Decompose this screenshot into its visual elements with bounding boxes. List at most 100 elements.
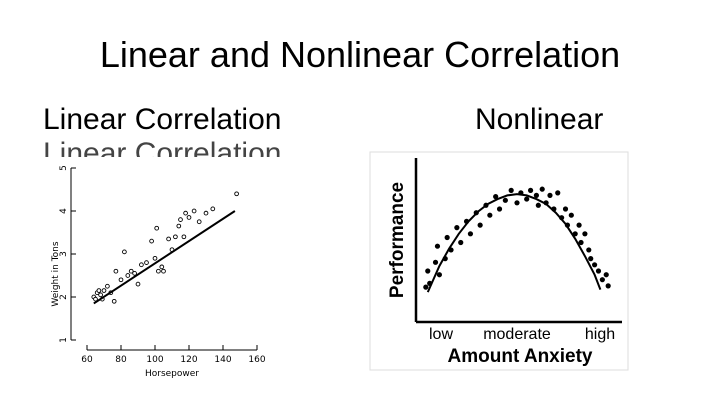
nonlinear-data-point — [535, 202, 541, 208]
linear-data-point — [139, 262, 144, 268]
nonlinear-data-point — [458, 239, 464, 246]
linear-x-axis-label: Horsepower — [145, 369, 199, 379]
linear-data-point — [113, 268, 119, 274]
nonlinear-data-point — [592, 262, 598, 268]
nonlinear-data-point — [603, 272, 609, 278]
nonlinear-x-tick-label: high — [585, 326, 615, 343]
linear-x-tick-label: 60 — [81, 355, 93, 365]
nonlinear-data-point — [527, 187, 534, 193]
nonlinear-data-point — [477, 222, 483, 228]
linear-y-axis-label: Weight in Tons — [51, 241, 61, 306]
linear-data-point — [173, 234, 178, 240]
linear-data-point — [196, 219, 202, 225]
nonlinear-fit-curve — [426, 193, 602, 293]
nonlinear-data-point — [582, 231, 588, 237]
linear-y-tick-label: 2 — [59, 294, 69, 300]
nonlinear-x-tick-label: moderate — [483, 326, 551, 343]
nonlinear-data-point — [444, 234, 450, 241]
linear-data-point — [203, 210, 209, 216]
nonlinear-data-point — [496, 206, 503, 212]
linear-data-point — [132, 271, 137, 276]
linear-data-point — [191, 208, 197, 214]
linear-x-tick-label: 120 — [180, 355, 197, 365]
nonlinear-data-point — [578, 239, 584, 246]
nonlinear-data-point — [467, 231, 474, 237]
linear-data-point — [156, 268, 161, 274]
linear-y-tick-label: 4 — [59, 208, 69, 214]
linear-data-point — [105, 283, 110, 289]
linear-data-point — [176, 223, 182, 229]
nonlinear-data-point — [423, 284, 429, 290]
linear-data-point — [152, 255, 158, 261]
nonlinear-data-point — [493, 194, 499, 200]
linear-data-point — [186, 215, 192, 220]
linear-x-tick-label: 160 — [248, 355, 265, 365]
nonlinear-data-point — [425, 268, 431, 274]
linear-x-tick-label: 80 — [115, 355, 127, 365]
linear-data-point — [135, 281, 141, 287]
linear-data-point — [154, 225, 160, 231]
nonlinear-tick-labels: low moderate high — [429, 326, 615, 343]
left-heading: Linear Correlation — [43, 103, 282, 136]
linear-data-point — [149, 238, 154, 244]
linear-data-point — [101, 288, 107, 293]
linear-data-point — [144, 260, 149, 265]
nonlinear-data-point — [434, 243, 441, 249]
nonlinear-curve — [426, 193, 602, 293]
nonlinear-data-point — [605, 283, 611, 289]
nonlinear-data-point — [432, 259, 439, 265]
linear-x-tick-label: 100 — [146, 355, 163, 365]
nonlinear-data-point — [539, 186, 545, 192]
linear-y-tick-label: 5 — [59, 165, 69, 171]
left-heading-overflow: Linear Correlation — [43, 137, 282, 157]
nonlinear-data-point — [562, 206, 569, 212]
nonlinear-data-point — [502, 197, 508, 203]
linear-data-point — [93, 296, 98, 302]
linear-data-point — [181, 234, 187, 240]
nonlinear-data-point — [599, 277, 605, 283]
nonlinear-data-point — [547, 192, 553, 198]
nonlinear-data-point — [533, 192, 540, 198]
nonlinear-data-point — [568, 212, 574, 218]
linear-data-point — [125, 273, 131, 278]
linear-data-point — [183, 210, 188, 216]
linear-data-point — [118, 277, 124, 283]
slide-title: Linear and Nonlinear Correlation — [99, 34, 621, 75]
linear-y-tick-label: 1 — [59, 337, 69, 343]
nonlinear-data-point — [555, 190, 561, 196]
linear-data-point — [98, 292, 103, 298]
linear-data-point — [128, 268, 134, 274]
nonlinear-data-point — [588, 256, 594, 262]
linear-data-point — [210, 206, 216, 212]
linear-data-point — [96, 288, 102, 293]
linear-data-point — [178, 217, 183, 222]
nonlinear-data-point — [454, 225, 460, 231]
linear-axes: 1 2 3 4 5 60 80 100 120 140 160 — [59, 165, 266, 365]
nonlinear-data-point — [514, 200, 520, 206]
linear-data-point — [111, 298, 117, 304]
nonlinear-x-tick-label: low — [429, 326, 453, 343]
linear-points — [91, 191, 239, 304]
linear-data-point — [166, 236, 171, 242]
nonlinear-data-point — [586, 247, 592, 253]
linear-regression-line — [93, 210, 236, 305]
right-heading: Nonlinear — [475, 103, 604, 136]
nonlinear-data-point — [524, 196, 530, 202]
nonlinear-data-point — [508, 187, 514, 193]
nonlinear-axes — [414, 158, 622, 324]
nonlinear-data-point — [487, 212, 493, 218]
linear-data-point — [159, 264, 165, 270]
linear-data-point — [234, 191, 239, 197]
linear-data-point — [161, 268, 166, 274]
nonlinear-data-point — [436, 272, 442, 278]
nonlinear-y-axis-label: Performance — [387, 182, 408, 298]
nonlinear-data-point — [595, 268, 602, 274]
linear-y-tick-label: 3 — [59, 251, 69, 257]
nonlinear-x-axis-label: Amount Anxiety — [448, 346, 593, 367]
linear-x-tick-label: 140 — [214, 355, 231, 365]
nonlinear-data-point — [576, 222, 582, 228]
linear-fit-line — [93, 210, 236, 305]
linear-data-point — [122, 249, 127, 255]
